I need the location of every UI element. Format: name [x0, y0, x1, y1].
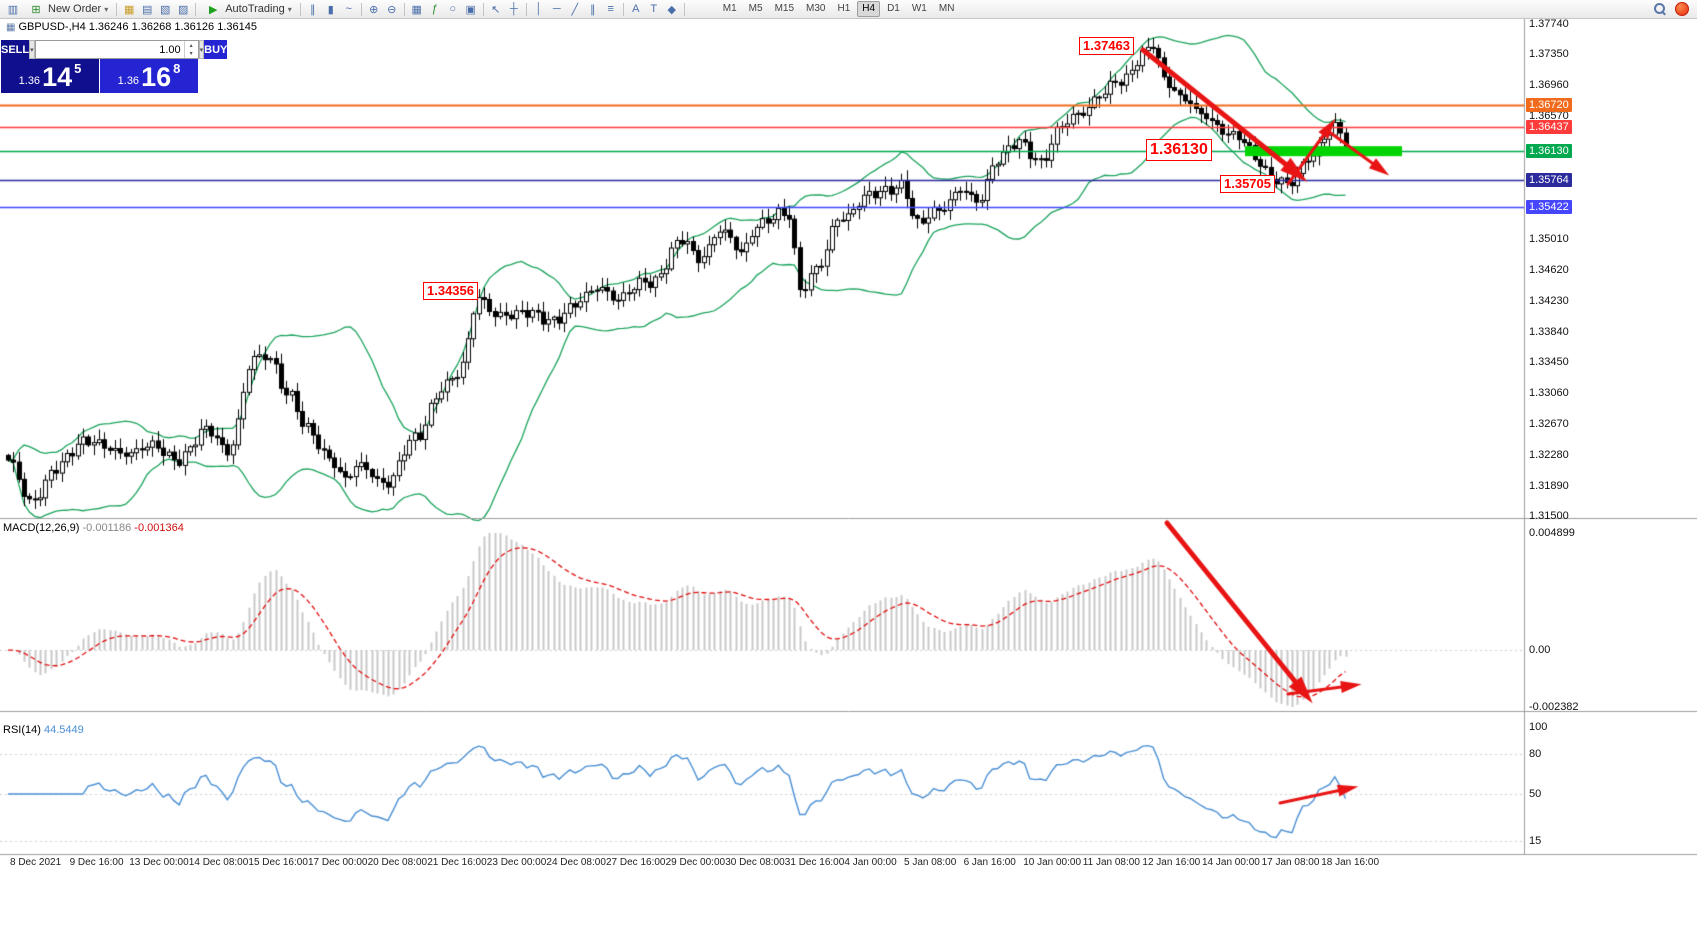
new-order-button[interactable]: ⊞ New Order ▾	[22, 1, 113, 17]
price-annotation[interactable]: 1.37463	[1079, 37, 1134, 56]
volume-input[interactable]	[35, 41, 184, 58]
volume-down-icon[interactable]: ▾	[189, 51, 193, 58]
toolbar-separator	[622, 2, 624, 16]
toolbar-panel-icons: ▦ ▤ ▧ ▨	[120, 2, 192, 17]
toolbar-separator	[116, 2, 118, 16]
timeframe-M15[interactable]: M15	[774, 3, 795, 14]
timeframe-buttons: M1 M5 M15 M30 H1 H4 D1 W1 MN	[718, 1, 960, 17]
toolbar-separator	[195, 2, 197, 16]
toolbar-chart-tools: ∥ ▮ ~ ⊕ ⊖ ▦ ƒ ○ ▣ ↖ ┼ │ ─ ╱ ∥ ≡ A T ◆	[304, 2, 681, 17]
volume-spinner: ▴ ▾	[183, 41, 198, 58]
macd-label: MACD(12,26,9) -0.001186 -0.001364	[3, 522, 184, 534]
new-order-label: New Order	[48, 3, 102, 15]
macd-name: MACD(12,26,9)	[3, 522, 80, 534]
timeframe-M30[interactable]: M30	[806, 3, 826, 14]
candlestick-icon[interactable]: ▮	[327, 3, 334, 16]
macd-main-value: -0.001186	[82, 522, 132, 534]
one-click-trading-panel: SELL ▾ ▴ ▾ ▾ BUY 1.36 14 5 1.36 16 8	[1, 40, 228, 93]
arrows-icon[interactable]: ◆	[667, 3, 676, 16]
sell-price-big: 14	[42, 62, 73, 92]
timeframe-MN[interactable]: MN	[938, 3, 955, 14]
zoom-in-icon[interactable]: ⊕	[369, 3, 379, 16]
channel-icon[interactable]: ∥	[590, 3, 596, 16]
toolbar-left-icons: ▥	[4, 2, 22, 17]
timeframe-D1[interactable]: D1	[887, 3, 900, 14]
buy-price-sup: 8	[173, 61, 181, 76]
crosshair-icon[interactable]: ┼	[509, 3, 518, 15]
symbol-ohlc-text: GBPUSD-,H4 1.36246 1.36268 1.36126 1.361…	[18, 21, 257, 33]
chevron-down-icon: ▾	[104, 4, 109, 14]
search-icon[interactable]	[1654, 2, 1667, 16]
toolbar-separator	[403, 2, 405, 16]
trendline-icon[interactable]: ╱	[571, 3, 579, 16]
toolbar-separator	[482, 2, 484, 16]
price-annotation[interactable]: 1.34356	[423, 282, 478, 301]
periods-icon[interactable]: ○	[449, 3, 457, 15]
price-annotation[interactable]: 1.35705	[1220, 175, 1275, 194]
sell-quote-button[interactable]: 1.36 14 5	[1, 59, 99, 93]
fibonacci-icon[interactable]: ≡	[607, 3, 614, 15]
toolbar-separator	[360, 2, 362, 16]
vertical-line-icon[interactable]: │	[535, 3, 543, 15]
cursor-icon[interactable]: ↖	[491, 3, 501, 16]
symbol-info: ▦ GBPUSD-,H4 1.36246 1.36268 1.36126 1.36…	[6, 21, 257, 33]
autotrading-play-icon: ▶	[208, 3, 218, 16]
toolbar-separator	[299, 2, 301, 16]
horizontal-line-icon[interactable]: ─	[552, 3, 561, 15]
rsi-name: RSI(14)	[3, 724, 41, 736]
buy-button[interactable]: BUY	[204, 40, 228, 59]
bar-chart-icon[interactable]: ∥	[310, 3, 316, 16]
chart-window-icon[interactable]: ▥	[7, 3, 19, 16]
rsi-value: 44.5449	[43, 724, 84, 736]
timeframe-W1[interactable]: W1	[911, 3, 927, 14]
toolbar: ▥ ⊞ New Order ▾ ▦ ▤ ▧ ▨ ▶ AutoTrading ▾ ∥ ▮ ~…	[0, 0, 1697, 19]
charts-grid-icon[interactable]: ▦	[124, 3, 135, 16]
volume-box: ▴ ▾	[34, 40, 199, 59]
price-annotation[interactable]: 1.36130	[1146, 139, 1212, 161]
chevron-down-icon: ▾	[287, 4, 292, 14]
timeframe-M5[interactable]: M5	[748, 3, 763, 14]
toolbar-separator	[683, 2, 685, 16]
sell-button[interactable]: SELL	[1, 40, 30, 59]
timeframe-M1[interactable]: M1	[722, 3, 737, 14]
autotrading-label: AutoTrading	[225, 3, 285, 15]
sell-price-prefix: 1.36	[18, 75, 41, 87]
text-label-icon[interactable]: T	[650, 3, 658, 15]
new-order-icon: ⊞	[31, 3, 41, 16]
timeframe-H1[interactable]: H1	[837, 3, 851, 14]
timeframe-H4[interactable]: H4	[857, 1, 881, 17]
line-chart-icon[interactable]: ~	[345, 3, 352, 15]
text-icon[interactable]: A	[632, 3, 640, 15]
buy-price-prefix: 1.36	[117, 75, 140, 87]
navigator-icon[interactable]: ▨	[178, 3, 189, 16]
community-icon[interactable]	[1675, 2, 1689, 16]
mini-chart-icon: ▦	[6, 22, 16, 33]
toolbar-separator	[525, 2, 527, 16]
sell-options-dropdown[interactable]: ▾	[29, 40, 35, 59]
profiles-icon[interactable]: ▤	[142, 3, 153, 16]
templates-icon[interactable]: ▣	[465, 3, 476, 16]
tile-windows-icon[interactable]: ▦	[411, 3, 422, 16]
buy-price-big: 16	[141, 62, 172, 92]
zoom-out-icon[interactable]: ⊖	[387, 3, 397, 16]
sell-price-sup: 5	[74, 61, 82, 76]
buy-options-dropdown[interactable]: ▾	[198, 40, 205, 59]
macd-signal-value: -0.001364	[134, 522, 184, 534]
autotrading-button[interactable]: ▶ AutoTrading ▾	[199, 1, 297, 17]
volume-up-icon[interactable]: ▴	[189, 42, 193, 49]
rsi-label: RSI(14) 44.5449	[3, 724, 84, 736]
market-watch-icon[interactable]: ▧	[160, 3, 171, 16]
indicators-icon[interactable]: ƒ	[431, 3, 438, 15]
buy-quote-button[interactable]: 1.36 16 8	[100, 59, 198, 93]
